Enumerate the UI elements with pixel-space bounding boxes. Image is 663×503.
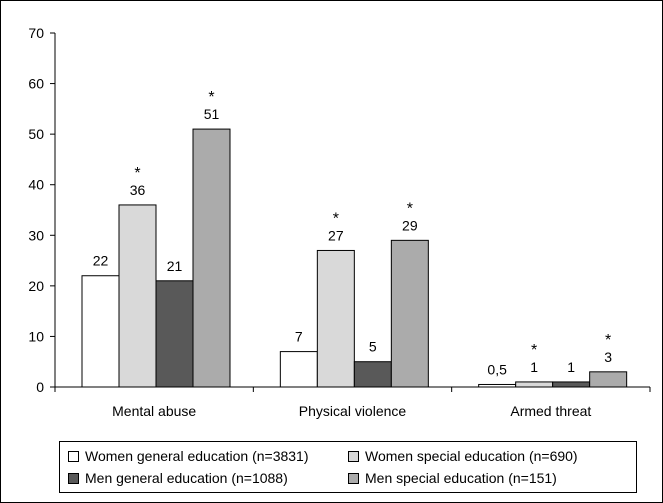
y-tick-label: 70 <box>28 25 44 41</box>
bar <box>155 280 194 388</box>
bar <box>118 204 157 388</box>
legend-swatch-men-special <box>348 472 359 484</box>
data-label: 27 <box>328 227 344 243</box>
bar <box>279 351 318 388</box>
data-label: 3 <box>604 349 612 365</box>
significance-star: * <box>531 342 537 359</box>
significance-star: * <box>407 200 413 217</box>
x-category-label: Armed threat <box>510 403 591 419</box>
significance-star: * <box>605 332 611 349</box>
data-label: 0,5 <box>487 361 507 377</box>
y-tick-label: 10 <box>28 328 44 344</box>
bar <box>515 381 554 388</box>
significance-star: * <box>333 210 339 227</box>
legend-item-women-general: Women general education (n=3831) <box>68 446 309 466</box>
y-tick-label: 20 <box>28 278 44 294</box>
y-tick-label: 40 <box>28 177 44 193</box>
bar <box>353 361 392 388</box>
data-label: 1 <box>567 359 575 375</box>
data-label: 22 <box>93 253 109 269</box>
y-tick-label: 60 <box>28 76 44 92</box>
y-tick-label: 0 <box>36 379 44 395</box>
data-label: 51 <box>204 106 220 122</box>
data-label: 5 <box>369 339 377 355</box>
bar <box>390 239 429 388</box>
bar <box>589 371 628 388</box>
legend-swatch-men-general <box>68 472 79 484</box>
legend: Women general education (n=3831) Women s… <box>59 441 637 493</box>
legend-label-men-general: Men general education (n=1088) <box>85 470 288 486</box>
data-label: 29 <box>402 217 418 233</box>
legend-swatch-women-special <box>348 450 359 462</box>
y-tick-label: 30 <box>28 227 44 243</box>
y-tick-label: 50 <box>28 126 44 142</box>
data-label: 7 <box>295 329 303 345</box>
legend-label-women-special: Women special education (n=690) <box>365 448 578 464</box>
data-label: 36 <box>130 182 146 198</box>
legend-label-men-special: Men special education (n=151) <box>365 470 557 486</box>
significance-star: * <box>134 165 140 182</box>
bar <box>478 383 517 388</box>
bar <box>81 275 120 388</box>
legend-swatch-women-general <box>68 450 79 462</box>
legend-item-women-special: Women special education (n=690) <box>348 446 578 466</box>
x-category-label: Physical violence <box>299 403 407 419</box>
legend-item-men-special: Men special education (n=151) <box>348 468 557 488</box>
bar <box>552 381 591 388</box>
legend-label-women-general: Women general education (n=3831) <box>85 448 309 464</box>
legend-item-men-general: Men general education (n=1088) <box>68 468 288 488</box>
data-label: 21 <box>167 258 183 274</box>
x-category-label: Mental abuse <box>112 403 196 419</box>
bar <box>316 249 355 388</box>
data-label: 1 <box>530 359 538 375</box>
significance-star: * <box>208 89 214 106</box>
bar <box>192 128 231 388</box>
